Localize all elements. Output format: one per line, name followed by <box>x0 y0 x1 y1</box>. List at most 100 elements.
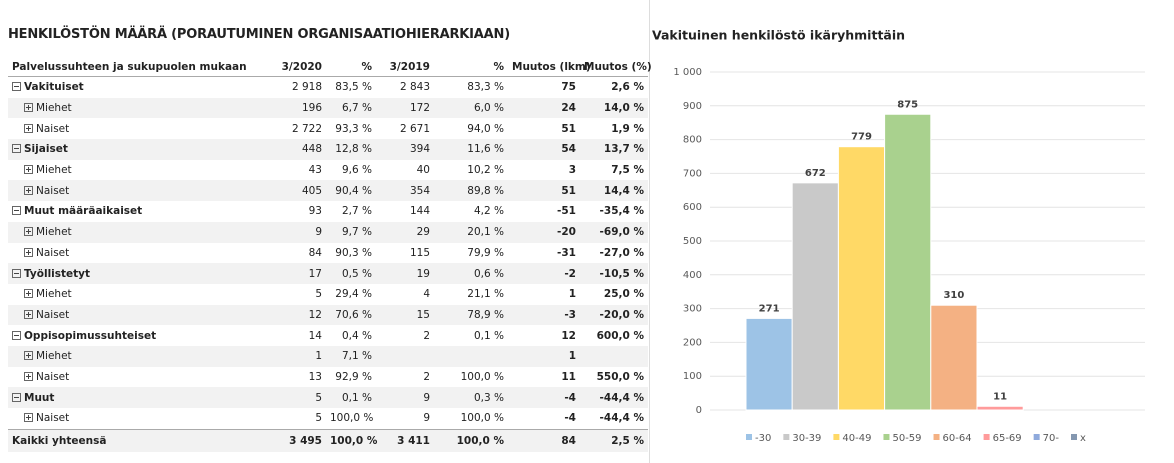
group-row: Muut määräaikaiset 93 2,7 % 144 4,2 % -51 -35,… <box>8 201 648 222</box>
cell: 550,0 % <box>596 370 644 383</box>
cell: 0,1 % <box>326 387 376 408</box>
bar <box>884 113 932 411</box>
cell: 1,9 % <box>611 122 644 135</box>
expand-icon <box>24 185 33 195</box>
cell <box>580 345 648 367</box>
expand-icon <box>12 82 21 92</box>
group-row: Vakituiset 2 918 83,5 % 2 843 83,3 % 75 2,6 % <box>8 77 648 98</box>
expand-icon <box>12 392 21 402</box>
row-label-cell: Kaikki yhteensä <box>8 428 260 452</box>
row-label-cell: Miehet <box>8 160 260 181</box>
cell: 51 <box>508 180 580 202</box>
cell: 0,3 % <box>434 387 508 408</box>
cell: 43 <box>308 164 322 177</box>
cell: 25,0 % <box>603 288 644 301</box>
cell: 7,1 % <box>326 345 376 367</box>
row-label: Kaikki yhteensä <box>12 434 107 447</box>
cell: 100,0 % <box>460 412 504 425</box>
cell: 90,3 % <box>335 246 372 259</box>
data-label: 11 <box>993 391 1007 402</box>
cell: 196 <box>260 97 326 119</box>
y-tick-label: 200 <box>683 337 702 348</box>
cell: 93,3 % <box>335 122 372 135</box>
cell: 0,1 % <box>473 329 504 342</box>
legend-label: 60-64 <box>943 433 972 444</box>
row-label: Naiset <box>36 246 70 259</box>
cell: 3 495 <box>260 428 326 452</box>
cell: 24 <box>508 97 580 119</box>
expand-icon <box>12 330 21 340</box>
legend-label: 30-39 <box>792 433 821 444</box>
cell: -2 <box>508 263 580 284</box>
cell: 11,6 % <box>434 139 508 160</box>
cell: 40 <box>416 164 430 177</box>
expand-icon <box>24 309 33 319</box>
cell: 0,4 % <box>341 329 372 342</box>
column-header: Palvelussuhteen ja sukupuolen mukaan <box>8 57 260 77</box>
cell: 93 <box>308 205 322 218</box>
child-row: Naiset 2 722 93,3 % 2 671 94,0 % 51 1,9 % <box>8 118 648 139</box>
cell: 84 <box>508 428 580 452</box>
cell: 1 <box>260 345 326 367</box>
row-label-cell: Oppisopimussuhteiset <box>8 325 260 346</box>
legend-swatch <box>1033 434 1040 440</box>
row-label: Miehet <box>36 164 72 177</box>
cell: 9 <box>260 221 326 243</box>
y-tick-label: 1 000 <box>673 67 702 78</box>
expand-icon <box>24 227 33 237</box>
cell: 7,5 % <box>611 164 644 177</box>
cell: 54 <box>508 139 580 160</box>
row-label: Työllistetyt <box>24 267 91 280</box>
column-header: 3/2019 <box>376 57 434 77</box>
cell: 70,6 % <box>326 304 376 326</box>
cell: 405 <box>260 180 326 202</box>
row-label: Sijaiset <box>24 143 68 156</box>
cell: 2 <box>423 370 430 383</box>
y-tick-label: 100 <box>683 371 702 382</box>
row-label-cell: Sijaiset <box>8 139 260 160</box>
cell: 5 <box>260 387 326 408</box>
cell: 11 <box>561 370 576 383</box>
cell: 2,7 % <box>341 205 372 218</box>
cell: 13 <box>308 370 322 383</box>
cell: 2 <box>423 329 430 342</box>
expand-icon <box>24 165 33 175</box>
y-tick-label: 300 <box>683 304 702 315</box>
row-label: Muut <box>24 391 55 404</box>
row-label: Miehet <box>36 102 72 115</box>
legend-label: 70- <box>1043 433 1060 444</box>
cell: 14,0 % <box>580 97 648 119</box>
chart-title: Vakituinen henkilöstö ikäryhmittäin <box>652 28 905 43</box>
row-label-cell: Naiset <box>8 304 260 326</box>
row-label: Miehet <box>36 288 72 301</box>
cell: 79,9 % <box>467 246 504 259</box>
cell: 9 <box>376 387 434 408</box>
row-label: Naiset <box>36 308 70 321</box>
expand-icon <box>12 206 21 216</box>
row-label: Naiset <box>36 370 70 383</box>
cell: 84 <box>308 246 322 259</box>
cell: -4 <box>564 412 576 425</box>
cell: 172 <box>376 97 434 119</box>
cell: 2 671 <box>399 122 430 135</box>
data-label: 672 <box>805 168 826 179</box>
cell: 5 <box>315 412 322 425</box>
legend-swatch <box>1071 434 1077 440</box>
row-label: Naiset <box>36 184 70 197</box>
column-header: % <box>326 57 376 77</box>
data-label: 779 <box>851 132 872 143</box>
cell: 14,4 % <box>580 180 648 202</box>
y-tick-label: 600 <box>683 202 702 213</box>
cell: 14 <box>308 329 322 342</box>
row-label-cell: Vakituiset <box>8 77 260 98</box>
cell: 6,0 % <box>434 97 508 119</box>
cell: 2 843 <box>399 81 430 94</box>
bar <box>745 317 793 411</box>
legend-swatch <box>883 434 890 440</box>
expand-icon <box>24 371 33 381</box>
y-tick-label: 700 <box>683 168 702 179</box>
cell <box>376 345 434 367</box>
cell: 83,5 % <box>335 81 372 94</box>
legend-swatch <box>783 434 790 440</box>
cell: 1 <box>508 345 580 367</box>
